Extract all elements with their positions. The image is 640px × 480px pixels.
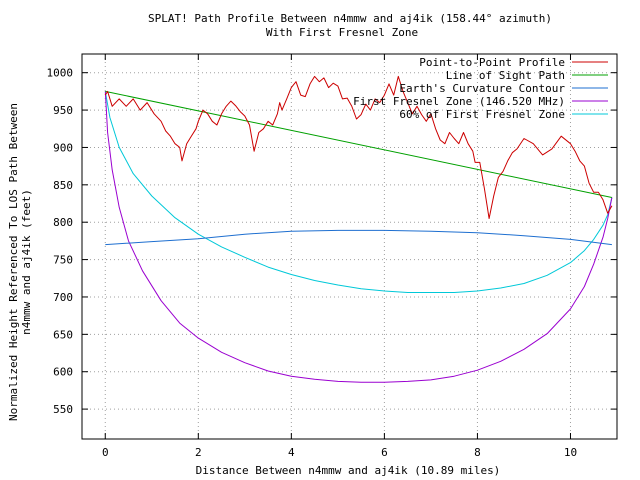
- y-axis-label-line2: n4mmw and aj4ik (feet): [20, 189, 33, 335]
- y-tick-label: 750: [53, 254, 73, 267]
- y-tick-label: 650: [53, 328, 73, 341]
- chart-title-line2: With First Fresnel Zone: [266, 26, 418, 39]
- legend-label-earth: Earth's Curvature Contour: [399, 82, 565, 95]
- axes: 550 600 650 700 750 800 850 900 950 1000 0 2 4 6 8 10: [47, 54, 617, 459]
- y-tick-label: 600: [53, 366, 73, 379]
- legend-label-fresnel60: 60% of First Fresnel Zone: [399, 108, 565, 121]
- series-line-los: [105, 90, 613, 198]
- x-tick-label: 6: [381, 446, 388, 459]
- chart-title-line1: SPLAT! Path Profile Between n4mmw and aj…: [148, 12, 552, 25]
- y-axis-label-line1: Normalized Height Referenced To LOS Path…: [7, 103, 20, 421]
- y-tick-label: 900: [53, 141, 73, 154]
- x-tick-label: 2: [195, 446, 202, 459]
- x-axis-label: Distance Between n4mmw and aj4ik (10.89 …: [196, 464, 501, 477]
- legend-label-fresnel: First Fresnel Zone (146.520 MHz): [353, 95, 565, 108]
- x-tick-label: 4: [288, 446, 295, 459]
- y-tick-label: 850: [53, 179, 73, 192]
- y-tick-label: 800: [53, 216, 73, 229]
- plot-frame: [81, 53, 618, 440]
- series-lines: [104, 75, 613, 383]
- grid: [82, 54, 617, 439]
- y-tick-label: 550: [53, 403, 73, 416]
- series-line-fresnel60: [104, 91, 613, 293]
- series-line-profile: [104, 75, 613, 219]
- series-line-fresnel: [104, 91, 613, 383]
- x-tick-label: 0: [102, 446, 109, 459]
- series-line-earth: [105, 229, 612, 246]
- y-tick-label: 700: [53, 291, 73, 304]
- legend-label-los: Line of Sight Path: [446, 69, 565, 82]
- y-tick-label: 1000: [47, 67, 74, 80]
- x-tick-label: 10: [564, 446, 577, 459]
- x-tick-label: 8: [474, 446, 481, 459]
- y-tick-label: 950: [53, 104, 73, 117]
- legend-label-profile: Point-to-Point Profile: [419, 56, 565, 69]
- y-axis-label: Normalized Height Referenced To LOS Path…: [7, 103, 33, 421]
